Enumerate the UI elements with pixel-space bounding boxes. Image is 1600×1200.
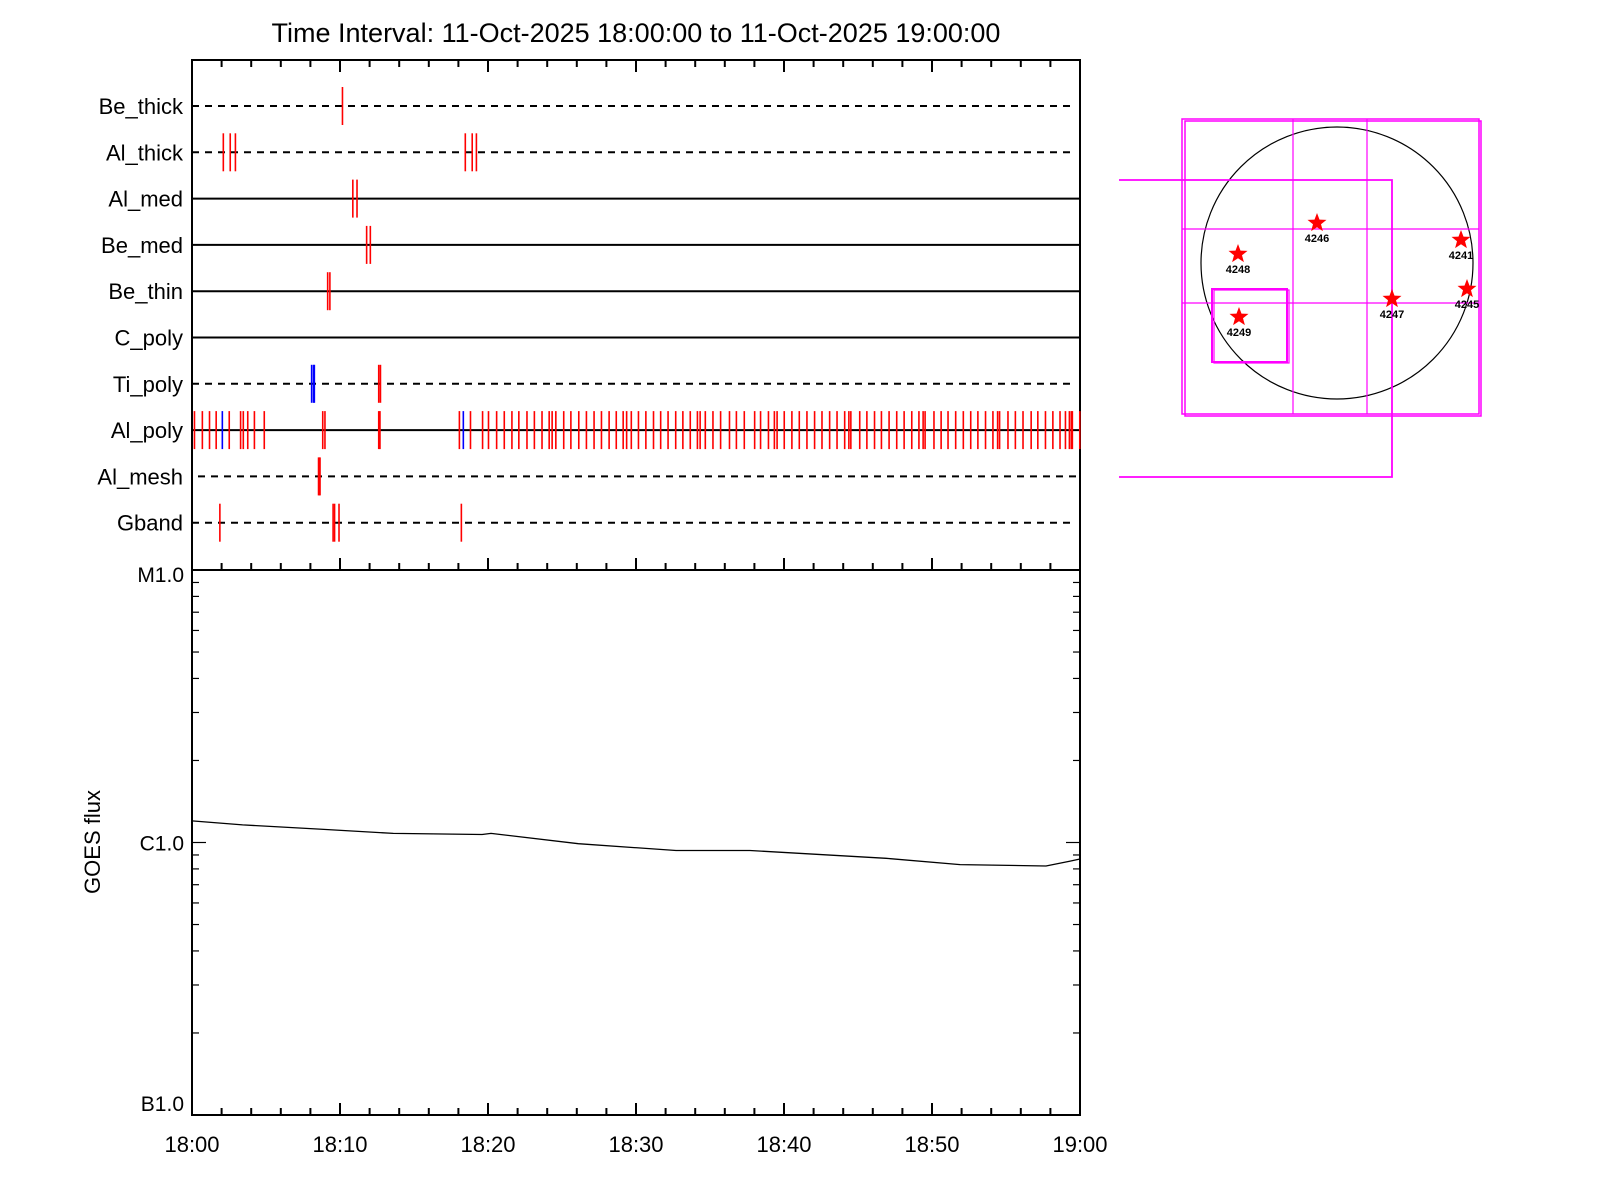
- active-region-label: 4247: [1380, 309, 1404, 321]
- row-label-gband: Gband: [117, 511, 183, 536]
- event-timeline-panel: Be_thick Al_thick Al_med Be_med Be_thin C_pol…: [97, 59, 1081, 571]
- active-region-star-icon: [1451, 230, 1471, 249]
- x-tick-label: 18:50: [904, 1132, 959, 1157]
- fov-box-small: [1211, 288, 1288, 363]
- fov-box-offset: [1119, 179, 1393, 478]
- fov-box: [1184, 120, 1482, 417]
- y-axis-label: GOES flux: [80, 790, 105, 894]
- row-label-ti_poly: Ti_poly: [113, 372, 183, 397]
- row-label-be_med: Be_med: [101, 233, 183, 258]
- solar-map: 4246 4248 4249 4247 4241 4245: [1119, 118, 1482, 478]
- plot-frame: [191, 569, 1081, 1116]
- y-tick-label: C1.0: [140, 833, 184, 856]
- row-label-al_thick: Al_thick: [106, 140, 184, 165]
- solar-limb: [1200, 126, 1474, 400]
- active-region-star-icon: [1229, 307, 1249, 326]
- active-region-star-icon: [1457, 279, 1477, 298]
- active-region-label: 4249: [1227, 327, 1251, 339]
- active-region-star-icon: [1307, 213, 1327, 232]
- fov-box: [1181, 118, 1480, 415]
- active-region-label: 4246: [1305, 233, 1329, 245]
- goes-flux-panel: GOES flux 18:00 18:10 18:20 18:30 18:40 18:50…: [80, 564, 1108, 1157]
- x-tick-label: 18:00: [164, 1132, 219, 1157]
- goes-flux-line: [191, 820, 1081, 867]
- active-region-star-icon: [1228, 244, 1248, 263]
- y-tick-label: M1.0: [137, 564, 184, 587]
- active-region-label: 4245: [1455, 299, 1479, 311]
- x-tick-label: 18:30: [608, 1132, 663, 1157]
- row-label-be_thin: Be_thin: [108, 279, 183, 304]
- active-region-label: 4248: [1226, 264, 1250, 276]
- active-region-star-icon: [1382, 289, 1402, 308]
- y-tick-label: B1.0: [141, 1093, 184, 1116]
- row-label-be_thick: Be_thick: [99, 94, 184, 119]
- row-label-al_med: Al_med: [108, 187, 183, 212]
- chart-title: Time Interval: 11-Oct-2025 18:00:00 to 1…: [272, 18, 1001, 48]
- fov-box-small: [1213, 289, 1290, 364]
- plot-frame: [191, 59, 1081, 571]
- x-tick-label: 18:40: [756, 1132, 811, 1157]
- row-label-al_mesh: Al_mesh: [97, 464, 183, 489]
- row-label-al_poly: Al_poly: [111, 418, 183, 443]
- row-label-c_poly: C_poly: [115, 326, 183, 351]
- x-tick-label: 19:00: [1052, 1132, 1107, 1157]
- active-region-label: 4241: [1449, 250, 1473, 262]
- x-tick-label: 18:20: [460, 1132, 515, 1157]
- x-tick-label: 18:10: [312, 1132, 367, 1157]
